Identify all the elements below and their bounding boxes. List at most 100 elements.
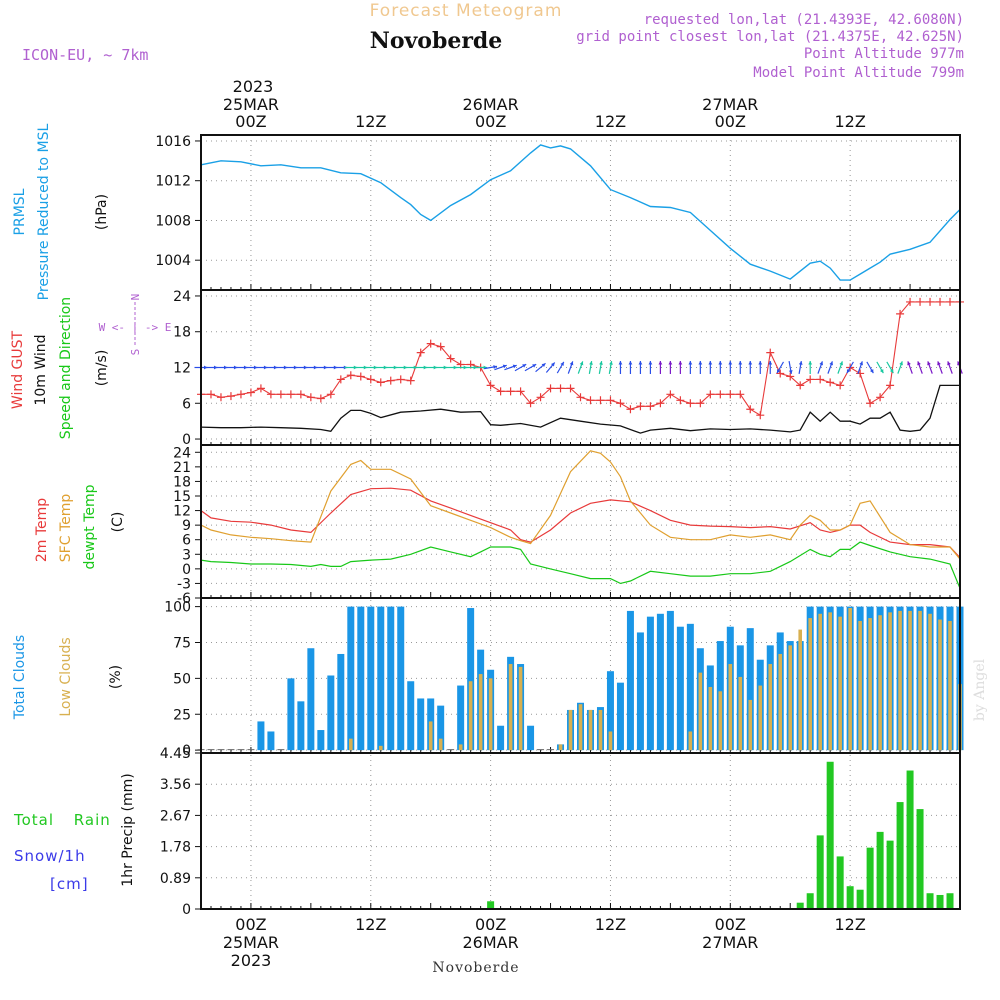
cloud-total-bar [676, 626, 684, 751]
wind-arrow [524, 363, 537, 372]
gust-marker [706, 390, 715, 399]
cloud-low-bar [838, 616, 842, 751]
wind-arrow [748, 361, 753, 374]
wind-arrow-head [899, 361, 903, 366]
gust-marker [536, 393, 545, 402]
model-name: ICON-EU, ~ 7km [22, 46, 148, 64]
wind-arrow-head [560, 361, 564, 366]
temp-y-label: 9 [182, 518, 191, 534]
precip-y-label: 0 [182, 902, 191, 918]
precip-rain-bar [876, 831, 884, 909]
precip-rain-bar [906, 770, 914, 909]
cloud-total-bar [367, 606, 375, 751]
gust-marker [776, 369, 785, 378]
wind-arrow [866, 361, 874, 374]
wind-arrow [907, 361, 913, 374]
wind-arrow-head [532, 364, 537, 368]
gust-marker [566, 384, 575, 393]
wind-arrow [927, 361, 933, 374]
temp-labels: 2m Temp SFC Temp dewpt Temp (C) [34, 484, 126, 569]
gust-marker [436, 342, 445, 351]
wind-arrow-head [648, 361, 653, 365]
gust-marker [236, 390, 245, 399]
frame-layer [200, 134, 961, 910]
wind-arrow [776, 361, 785, 374]
bottom-hour-label: 00Z [235, 915, 266, 934]
cloud-low-bar [768, 664, 773, 751]
cloud-low-bar [758, 685, 763, 751]
wind-arrow-head [502, 364, 507, 369]
wind-arrow [628, 361, 633, 374]
wind-arrow [917, 361, 923, 374]
wind-arrow [608, 360, 613, 375]
precip-frame [200, 752, 961, 910]
gust-marker [426, 339, 435, 348]
precip-rain-bar [916, 809, 924, 909]
wind-arrow [598, 360, 603, 375]
wind-arrow [897, 361, 903, 374]
wind-arrow [728, 361, 733, 374]
precip-labels: Total Rain Snow/1h [cm] 1hr Precip (mm) [13, 773, 136, 893]
temp-dew-line [200, 541, 961, 589]
bottom-date-label: 27MAR [702, 933, 758, 952]
cloud-total-bar [606, 671, 614, 751]
gust-marker [586, 396, 595, 405]
cloud-total-bar [227, 749, 235, 751]
wind-arrow-head [618, 361, 623, 365]
cloud-low-bar [608, 731, 613, 751]
gust-marker [656, 399, 665, 408]
cloud-total-bar [327, 675, 335, 751]
wind-arrow-head [758, 361, 763, 365]
cloud-unit: (%) [108, 665, 124, 689]
cloud-low-bar [948, 620, 952, 751]
cloud-low-bar [908, 610, 912, 751]
gust-marker [406, 376, 415, 385]
cloud-total-bar [397, 606, 405, 751]
wind-arrow [768, 361, 773, 374]
precip-rain-bar [936, 894, 944, 909]
requested-coords: requested lon,lat (21.4393E, 42.6080N) [644, 12, 964, 28]
wind-arrow [718, 361, 723, 374]
cloud-total-bar [467, 608, 475, 751]
gust-marker [296, 390, 305, 399]
gust-marker [376, 378, 385, 387]
cloud-total-bar [277, 749, 285, 751]
cloud-total-bar [387, 606, 395, 751]
gust-marker [666, 390, 675, 399]
wind-arrow [668, 361, 673, 374]
wind-arrow [494, 364, 507, 371]
model-altitude: Model Point Altitude 799m [753, 65, 964, 81]
gust-marker [616, 399, 625, 408]
gust-marker [396, 375, 405, 384]
top-hour-label: 00Z [235, 112, 266, 131]
gust-marker [306, 393, 315, 402]
grid-layer [195, 135, 960, 910]
gust-marker [326, 390, 335, 399]
wind-speed-line [200, 384, 960, 434]
wind-arrow [698, 361, 703, 374]
clouds-y-label: 75 [173, 635, 191, 651]
cloud-low-bar [778, 653, 783, 751]
gust-marker [516, 387, 525, 396]
gust-marker [926, 297, 935, 306]
precip-y-label: 0.89 [160, 871, 191, 887]
pressure-y-label: 1012 [155, 174, 191, 190]
cloud-total-bar [746, 628, 754, 751]
cloud-low-bar [718, 691, 723, 751]
wind-compass-n: N [129, 294, 142, 301]
wind-arrow-head [839, 361, 843, 366]
gust-marker [806, 375, 815, 384]
gust-marker [676, 396, 685, 405]
temp-y-label: 3 [182, 547, 191, 563]
wind-arrow-head [819, 361, 824, 366]
wind-arrow-head [522, 364, 527, 368]
cloud-low-bar [478, 674, 483, 751]
cloud-low-bar [728, 664, 733, 751]
wind-y-label: 18 [173, 325, 191, 341]
gust-marker [266, 390, 275, 399]
wind-arrow-head [927, 361, 931, 366]
cloud-total-bar [337, 653, 345, 751]
wind-y-label: 24 [173, 289, 191, 305]
temp-unit: (C) [110, 512, 126, 533]
gust-marker [626, 405, 635, 414]
